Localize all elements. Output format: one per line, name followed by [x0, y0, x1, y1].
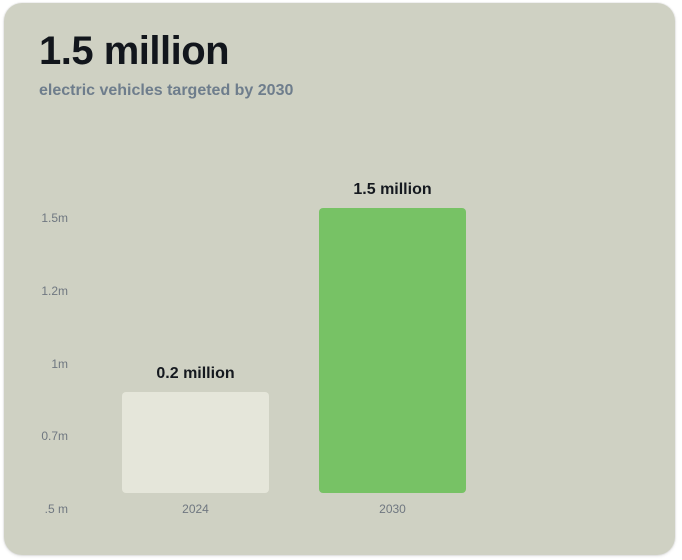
bar-2024 — [122, 392, 269, 493]
bar-data-label: 0.2 million — [156, 365, 234, 382]
y-tick-label: 1.5m — [41, 211, 68, 225]
bar-2030 — [319, 208, 466, 493]
x-category-label: 2030 — [379, 502, 406, 516]
x-category-label: 2024 — [182, 502, 209, 516]
subheadline: electric vehicles targeted by 2030 — [39, 82, 294, 99]
y-tick-label: .5 m — [45, 502, 68, 516]
headline: 1.5 million — [39, 29, 230, 73]
y-tick-label: 1.2m — [41, 284, 68, 298]
y-tick-label: 1m — [51, 357, 68, 371]
bar-data-label: 1.5 million — [353, 181, 431, 198]
y-tick-label: 0.7m — [41, 429, 68, 443]
